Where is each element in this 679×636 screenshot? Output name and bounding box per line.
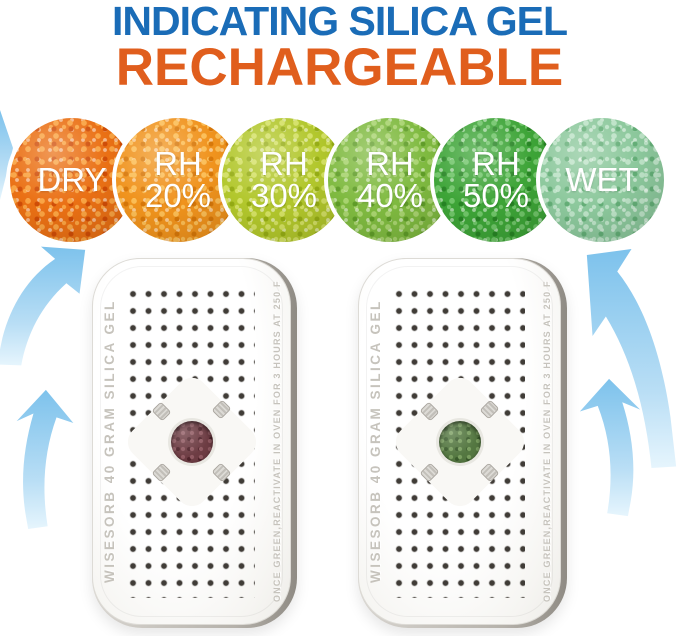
humidity-stage-dry: DRY [6,114,138,246]
humidity-stage-label: RH 20% [116,118,240,242]
canister-brand-text: WISESORB 40 GRAM SILICA GEL [368,299,383,584]
label-line1: WET [565,160,639,198]
label-line2: 30% [250,177,318,214]
label-line1: RH [472,144,520,182]
airflow-arrow-right-bottom-icon [579,378,641,517]
indicator-window-green-gel [438,420,481,463]
label-line1: RH [260,144,308,182]
humidity-stage-label: RH 40% [328,118,452,242]
silica-canister-saturated: WISESORB 40 GRAM SILICA GEL ONCE GREEN,R… [92,258,297,628]
canister-lid: WISESORB 40 GRAM SILICA GEL ONCE GREEN,R… [92,258,291,625]
page-subtitle: RECHARGEABLE [115,38,564,97]
humidity-stage-label: RH 30% [222,118,346,242]
humidity-stage-label: RH 50% [434,118,558,242]
label-line2: 20% [144,177,212,214]
airflow-arrow-left-top-icon [0,246,86,366]
canister-instruction-text: ONCE GREEN,REACTIVATE IN OVEN FOR 3 HOUR… [272,280,282,603]
canister-lid: WISESORB 40 GRAM SILICA GEL ONCE GREEN,R… [358,258,561,625]
label-line1: RH [366,144,414,182]
header: INDICATING SILICA GEL RECHARGEABLE [0,0,679,97]
humidity-stage-rh40: RH 40% [324,114,456,246]
silica-canister-fresh: WISESORB 40 GRAM SILICA GEL ONCE GREEN,R… [358,258,567,628]
humidity-stage-label: WET [540,118,664,242]
airflow-arrow-left-bottom-icon [16,389,74,530]
canister-brand-text: WISESORB 40 GRAM SILICA GEL [102,299,117,584]
airflow-arrow-right-top-icon [586,249,677,468]
canister-instruction-text: ONCE GREEN,REACTIVATE IN OVEN FOR 3 HOUR… [542,280,552,603]
indicator-window-orange-gel [170,420,213,463]
humidity-stage-wet: WET [536,114,668,246]
label-line1: RH [154,144,202,182]
page-title: INDICATING SILICA GEL [111,0,568,44]
label-line1: DRY [37,160,107,198]
background-arrow-sliver-icon [0,110,13,200]
label-line2: 40% [356,177,424,214]
humidity-stage-label: DRY [10,118,134,242]
label-line2: 50% [462,177,530,214]
